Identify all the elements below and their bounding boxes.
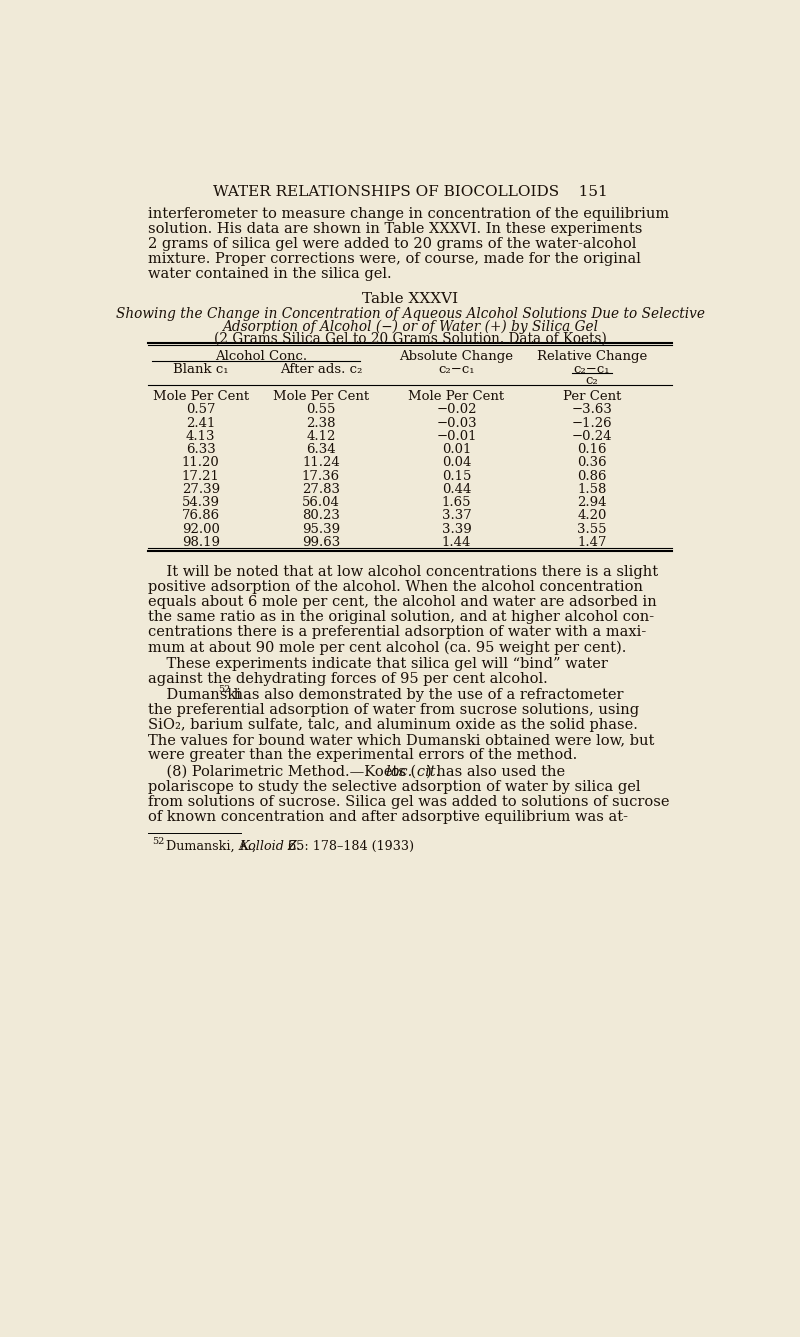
Text: centrations there is a preferential adsorption of water with a maxi-: centrations there is a preferential adso… [148,626,646,639]
Text: −1.26: −1.26 [572,417,613,429]
Text: (2 Grams Silica Gel to 20 Grams Solution. Data of Koets): (2 Grams Silica Gel to 20 Grams Solution… [214,332,606,346]
Text: 1.44: 1.44 [442,536,471,548]
Text: 3.55: 3.55 [578,523,607,536]
Text: −0.24: −0.24 [572,431,612,443]
Text: 0.36: 0.36 [578,456,607,469]
Text: 98.19: 98.19 [182,536,220,548]
Text: Adsorption of Alcohol (−) or of Water (+) by Silica Gel: Adsorption of Alcohol (−) or of Water (+… [222,320,598,334]
Text: Per Cent: Per Cent [563,390,622,404]
Text: These experiments indicate that silica gel will “bind” water: These experiments indicate that silica g… [148,656,608,671]
Text: 95.39: 95.39 [302,523,340,536]
Text: from solutions of sucrose. Silica gel was added to solutions of sucrose: from solutions of sucrose. Silica gel wa… [148,796,670,809]
Text: Dumanski, A.,: Dumanski, A., [162,840,260,853]
Text: loc. cit.: loc. cit. [386,765,440,779]
Text: solution. His data are shown in Table XXXVI. In these experiments: solution. His data are shown in Table XX… [148,222,642,235]
Text: positive adsorption of the alcohol. When the alcohol concentration: positive adsorption of the alcohol. When… [148,580,643,594]
Text: 92.00: 92.00 [182,523,220,536]
Text: 65: 178–184 (1933): 65: 178–184 (1933) [285,840,414,853]
Text: Table XXXVI: Table XXXVI [362,293,458,306]
Text: 11.24: 11.24 [302,456,340,469]
Text: 52: 52 [218,685,231,694]
Text: 0.57: 0.57 [186,404,215,416]
Text: 4.13: 4.13 [186,431,215,443]
Text: Mole Per Cent: Mole Per Cent [153,390,249,404]
Text: 6.34: 6.34 [306,443,336,456]
Text: Mole Per Cent: Mole Per Cent [273,390,369,404]
Text: 1.58: 1.58 [578,483,607,496]
Text: −3.63: −3.63 [572,404,613,416]
Text: 27.83: 27.83 [302,483,340,496]
Text: c₂−c₁: c₂−c₁ [438,364,474,376]
Text: mixture. Proper corrections were, of course, made for the original: mixture. Proper corrections were, of cou… [148,251,641,266]
Text: 1.47: 1.47 [578,536,607,548]
Text: c₂−c₁: c₂−c₁ [574,364,610,376]
Text: WATER RELATIONSHIPS OF BIOCOLLOIDS    151: WATER RELATIONSHIPS OF BIOCOLLOIDS 151 [213,185,607,199]
Text: 76.86: 76.86 [182,509,220,523]
Text: 2.41: 2.41 [186,417,215,429]
Text: 56.04: 56.04 [302,496,340,509]
Text: 0.55: 0.55 [306,404,335,416]
Text: Relative Change: Relative Change [537,350,647,364]
Text: 27.39: 27.39 [182,483,220,496]
Text: ) has also used the: ) has also used the [426,765,565,779]
Text: 80.23: 80.23 [302,509,340,523]
Text: 3.39: 3.39 [442,523,471,536]
Text: After ads. c₂: After ads. c₂ [280,364,362,376]
Text: water contained in the silica gel.: water contained in the silica gel. [148,266,392,281]
Text: 17.36: 17.36 [302,469,340,483]
Text: Blank c₁: Blank c₁ [173,364,229,376]
Text: 2.94: 2.94 [578,496,607,509]
Text: 0.44: 0.44 [442,483,471,496]
Text: were greater than the experimental errors of the method.: were greater than the experimental error… [148,749,578,762]
Text: (8) Polarimetric Method.—Koets (: (8) Polarimetric Method.—Koets ( [148,765,416,779]
Text: 2 grams of silica gel were added to 20 grams of the water-alcohol: 2 grams of silica gel were added to 20 g… [148,237,637,250]
Text: the same ratio as in the original solution, and at higher alcohol con-: the same ratio as in the original soluti… [148,610,654,624]
Text: against the dehydrating forces of 95 per cent alcohol.: against the dehydrating forces of 95 per… [148,673,548,686]
Text: Showing the Change in Concentration of Aqueous Alcohol Solutions Due to Selectiv: Showing the Change in Concentration of A… [115,308,705,321]
Text: 4.20: 4.20 [578,509,607,523]
Text: Kolloid Z.: Kolloid Z. [239,840,301,853]
Text: c₂: c₂ [586,374,598,388]
Text: SiO₂, barium sulfate, talc, and aluminum oxide as the solid phase.: SiO₂, barium sulfate, talc, and aluminum… [148,718,638,733]
Text: 4.12: 4.12 [306,431,335,443]
Text: equals about 6 mole per cent, the alcohol and water are adsorbed in: equals about 6 mole per cent, the alcoho… [148,595,657,610]
Text: 99.63: 99.63 [302,536,340,548]
Text: 0.16: 0.16 [578,443,607,456]
Text: has also demonstrated by the use of a refractometer: has also demonstrated by the use of a re… [229,689,623,702]
Text: Dumanski: Dumanski [148,689,241,702]
Text: 52: 52 [152,837,164,846]
Text: −0.01: −0.01 [436,431,477,443]
Text: Mole Per Cent: Mole Per Cent [409,390,505,404]
Text: 0.86: 0.86 [578,469,607,483]
Text: polariscope to study the selective adsorption of water by silica gel: polariscope to study the selective adsor… [148,779,641,794]
Text: 0.15: 0.15 [442,469,471,483]
Text: mum at about 90 mole per cent alcohol (ca. 95 weight per cent).: mum at about 90 mole per cent alcohol (c… [148,640,626,655]
Text: the preferential adsorption of water from sucrose solutions, using: the preferential adsorption of water fro… [148,703,639,718]
Text: 1.65: 1.65 [442,496,471,509]
Text: 3.37: 3.37 [442,509,471,523]
Text: of known concentration and after adsorptive equilibrium was at-: of known concentration and after adsorpt… [148,810,628,824]
Text: Absolute Change: Absolute Change [399,350,514,364]
Text: −0.03: −0.03 [436,417,477,429]
Text: It will be noted that at low alcohol concentrations there is a slight: It will be noted that at low alcohol con… [148,566,658,579]
Text: 17.21: 17.21 [182,469,220,483]
Text: 0.04: 0.04 [442,456,471,469]
Text: 6.33: 6.33 [186,443,216,456]
Text: 2.38: 2.38 [306,417,336,429]
Text: 54.39: 54.39 [182,496,220,509]
Text: 11.20: 11.20 [182,456,220,469]
Text: The values for bound water which Dumanski obtained were low, but: The values for bound water which Dumansk… [148,734,654,747]
Text: 0.01: 0.01 [442,443,471,456]
Text: Alcohol Conc.: Alcohol Conc. [214,350,307,364]
Text: interferometer to measure change in concentration of the equilibrium: interferometer to measure change in conc… [148,207,669,221]
Text: −0.02: −0.02 [436,404,477,416]
